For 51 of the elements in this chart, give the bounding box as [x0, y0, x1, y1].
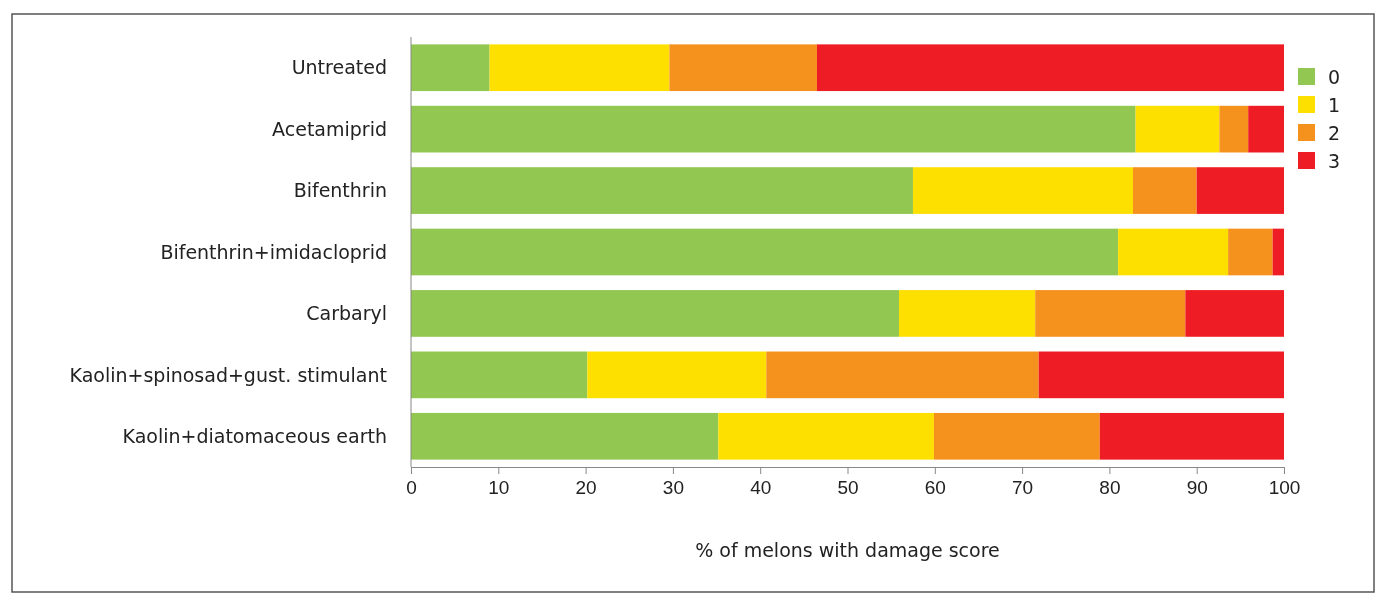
bar	[1038, 351, 1284, 399]
bar	[1099, 412, 1284, 460]
bar	[1185, 290, 1284, 337]
bar	[816, 44, 1284, 92]
bar	[718, 412, 934, 460]
x-tick-label: 70	[1012, 477, 1034, 499]
bar	[411, 228, 1119, 276]
x-tick-label: 60	[924, 477, 946, 499]
bar	[1248, 105, 1284, 153]
bar	[411, 351, 588, 399]
y-tick-label: Bifenthrin	[293, 179, 387, 202]
x-tick-label: 40	[750, 477, 772, 499]
x-tick-label: 50	[837, 477, 859, 499]
y-tick-label: Untreated	[291, 56, 387, 79]
y-tick-label: Acetamiprid	[272, 117, 387, 140]
legend-label: 0	[1328, 65, 1341, 88]
legend-label: 2	[1328, 121, 1341, 144]
bar	[1228, 228, 1273, 276]
bar	[766, 351, 1039, 399]
bar	[411, 105, 1136, 153]
y-tick-label: Bifenthrin+imidacloprid	[160, 240, 387, 263]
x-tick-label: 100	[1268, 477, 1301, 499]
x-axis-title: % of melons with damage score	[695, 539, 1000, 561]
bar	[669, 44, 817, 92]
bar	[1035, 290, 1186, 337]
y-tick-label: Carbaryl	[306, 302, 387, 325]
bar	[411, 412, 719, 460]
bar	[1118, 228, 1229, 276]
bar	[912, 167, 1133, 214]
bar	[899, 290, 1036, 337]
bar	[411, 167, 913, 214]
x-tick-label: 80	[1099, 477, 1121, 499]
bar	[1135, 105, 1220, 153]
x-tick-label: 20	[575, 477, 597, 499]
x-tick-label: 0	[406, 477, 417, 499]
x-tick-label: 30	[662, 477, 684, 499]
bar	[411, 290, 900, 337]
bar	[933, 412, 1100, 460]
legend-label: 3	[1328, 149, 1341, 172]
x-tick-label: 10	[488, 477, 510, 499]
y-tick-label: Kaolin+spinosad+gust. stimulant	[69, 363, 387, 386]
x-tick-label: 90	[1186, 477, 1208, 499]
bar	[1272, 228, 1284, 276]
bar	[411, 44, 490, 92]
bar	[1219, 105, 1249, 153]
bar	[587, 351, 767, 399]
y-tick-label: Kaolin+diatomaceous earth	[122, 424, 387, 447]
legend-label: 1	[1328, 93, 1341, 116]
bar	[1196, 167, 1284, 214]
bar	[1132, 167, 1197, 214]
bar	[489, 44, 670, 92]
